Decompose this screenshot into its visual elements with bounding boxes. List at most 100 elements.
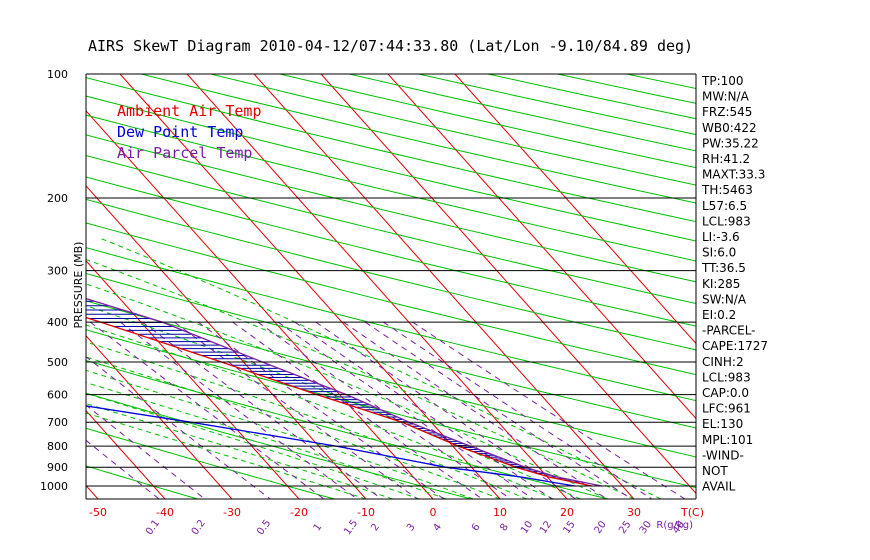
moist-adiabat-line xyxy=(86,381,447,499)
mixing-ratio-line xyxy=(197,321,445,499)
stability-index: -PARCEL- xyxy=(702,324,756,338)
stability-index: LFC:961 xyxy=(702,402,751,416)
mixing-ratio-unit-label: R(g/kg) xyxy=(656,520,693,531)
moist-adiabat-line xyxy=(86,324,554,499)
dry-adiabat-line xyxy=(86,114,696,262)
pressure-tick-label: 700 xyxy=(47,416,68,429)
chart-title: AIRS SkewT Diagram 2010-04-12/07:44:33.8… xyxy=(88,37,693,55)
stability-index: KI:285 xyxy=(702,277,740,291)
pressure-tick-label: 300 xyxy=(47,265,68,278)
moist-adiabat-line xyxy=(99,237,662,499)
isotherm-line xyxy=(387,74,696,420)
dry-adiabat-line xyxy=(86,176,696,327)
stability-index: L57:6.5 xyxy=(702,199,747,213)
stability-index: CAP:0.0 xyxy=(702,386,749,400)
bottom-temp-tick-label: -30 xyxy=(223,506,241,519)
dry-adiabat-line xyxy=(86,273,696,429)
legend-entry: Ambient Air Temp xyxy=(117,102,262,120)
isotherm-lines xyxy=(86,74,696,499)
mixing-ratio-line xyxy=(89,321,325,499)
mixing-ratio-tick-label: 3 xyxy=(405,522,418,534)
mixing-ratio-line xyxy=(383,321,653,499)
isotherm-line xyxy=(86,409,166,499)
dry-adiabat-line xyxy=(86,329,696,489)
moist-adiabat-line xyxy=(86,403,393,499)
dry-adiabat-line xyxy=(86,300,696,458)
stability-index: PW:35.22 xyxy=(702,136,759,150)
legend-entry: Air Parcel Temp xyxy=(117,144,252,162)
isotherm-line xyxy=(454,74,696,345)
mixing-ratio-tick-label: 2 xyxy=(369,522,382,534)
stability-index: TT:36.5 xyxy=(701,261,746,275)
bottom-temp-tick-label: -40 xyxy=(156,506,174,519)
mixing-ratio-line xyxy=(142,321,382,499)
stability-index: EL:130 xyxy=(702,417,743,431)
stability-index: LI:-3.6 xyxy=(702,230,740,244)
dry-adiabat-line xyxy=(86,134,696,283)
pressure-tick-label: 200 xyxy=(47,192,68,205)
pressure-axis-label: PRESSURE (MB) xyxy=(72,242,85,329)
mixing-ratio-line xyxy=(315,321,576,499)
pressure-tick-label: 100 xyxy=(47,68,68,81)
stability-index: NOT xyxy=(702,464,728,478)
stability-index: FRZ:545 xyxy=(702,105,752,119)
stability-index: CAPE:1727 xyxy=(702,339,768,353)
bottom-temp-tick-label: -20 xyxy=(290,506,308,519)
isotherm-line xyxy=(86,110,434,499)
dry-adiabat-line xyxy=(86,427,335,499)
pressure-tick-label: 600 xyxy=(47,389,68,402)
isotherm-line xyxy=(186,74,568,499)
stability-index: TH:5463 xyxy=(701,183,753,197)
pressure-tick-label: 1000 xyxy=(40,480,68,493)
mixing-ratio-line xyxy=(343,321,608,499)
mixing-ratio-line xyxy=(294,321,553,499)
legend-entry: Dew Point Temp xyxy=(117,123,243,141)
dry-adiabat-line xyxy=(86,198,696,351)
mixing-ratio-line xyxy=(86,356,271,499)
isotherm-line xyxy=(86,334,233,499)
moist-adiabat-line xyxy=(86,341,527,499)
stability-index: AVAIL xyxy=(702,480,736,494)
isotherm-line xyxy=(86,185,367,499)
pressure-axis-label-group: PRESSURE (MB) xyxy=(72,242,85,329)
stability-index: RH:41.2 xyxy=(702,152,750,166)
pressure-tick-label: 500 xyxy=(47,356,68,369)
mixing-ratio-tick-label: 6 xyxy=(470,522,483,534)
stability-index: -WIND- xyxy=(702,448,744,462)
mixing-ratio-lines xyxy=(86,321,686,499)
pressure-tick-label: 900 xyxy=(47,461,68,474)
mixing-ratio-tick-label: 8 xyxy=(498,522,511,534)
isotherm-line xyxy=(119,74,501,499)
moist-adiabat-line xyxy=(86,356,501,499)
dry-adiabat-line xyxy=(86,247,696,402)
moist-adiabat-line xyxy=(86,412,367,499)
bottom-temp-tick-label: -10 xyxy=(357,506,375,519)
bottom-temp-tick-label: -50 xyxy=(89,506,107,519)
bottom-temp-tick-label: 30 xyxy=(627,506,641,519)
isotherm-line xyxy=(320,74,696,495)
pressure-tick-label: 400 xyxy=(47,316,68,329)
mixing-ratio-line xyxy=(364,321,632,499)
mixing-ratio-tick-label: 1 xyxy=(312,522,325,534)
stability-index: TP:100 xyxy=(701,74,744,88)
temperature-axis-label: T(C) xyxy=(680,506,704,519)
legend: Ambient Air Temp Dew Point Temp Air Parcel… xyxy=(117,102,262,162)
mixing-ratio-line xyxy=(232,321,483,499)
bottom-temp-tick-label: 20 xyxy=(560,506,574,519)
stability-index: WB0:422 xyxy=(702,121,757,135)
dry-adiabat-line xyxy=(86,465,198,499)
dry-adiabat-line xyxy=(86,222,696,376)
moist-adiabat-line xyxy=(86,283,608,499)
moist-adiabat-line xyxy=(86,258,635,499)
stability-index: MW:N/A xyxy=(702,90,750,104)
stability-index: SI:6.0 xyxy=(702,246,736,260)
dry-adiabat-line xyxy=(86,155,696,305)
isotherm-line xyxy=(86,260,300,499)
mixing-ratio-line xyxy=(412,321,686,499)
stability-index: EI:0.2 xyxy=(702,308,736,322)
isotherm-line xyxy=(253,74,635,499)
bottom-temp-tick-label: 0 xyxy=(430,506,437,519)
stability-index: CINH:2 xyxy=(702,355,744,369)
